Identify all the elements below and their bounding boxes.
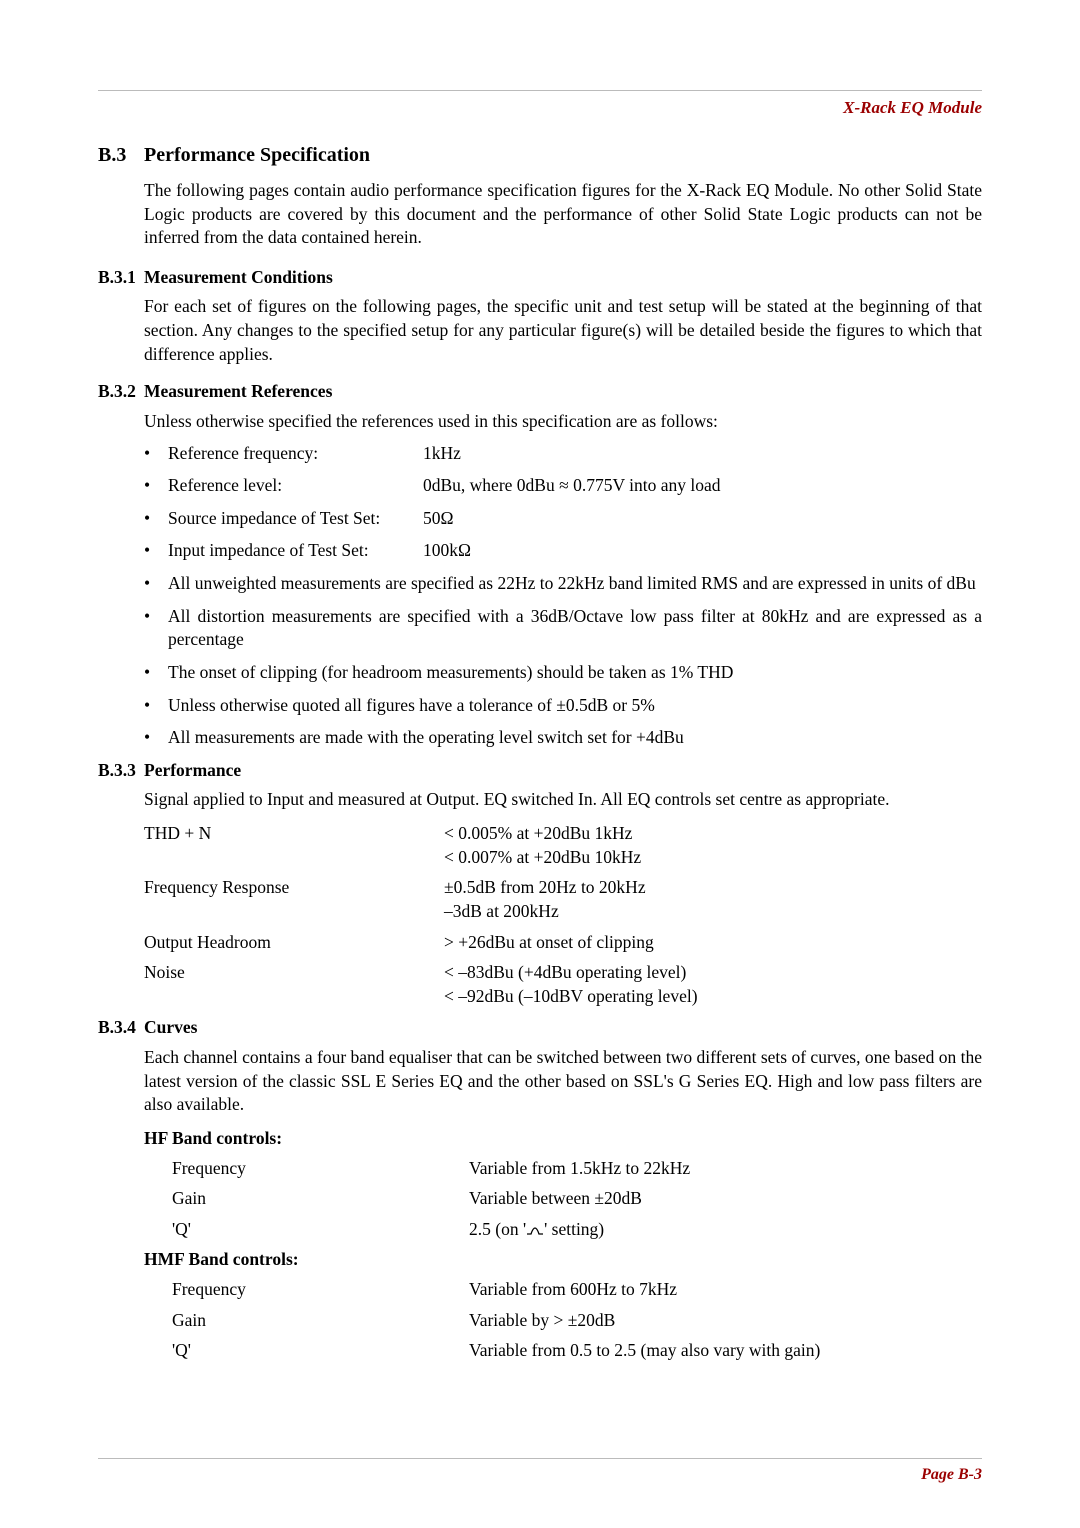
- spec-label: Frequency Response: [144, 876, 444, 923]
- band-title: HF Band controls:: [144, 1127, 982, 1151]
- spec-line: > +26dBu at onset of clipping: [444, 931, 982, 955]
- subsection-para: Each channel contains a four band equali…: [144, 1046, 982, 1117]
- spec-row: Output Headroom > +26dBu at onset of cli…: [144, 931, 982, 955]
- band-value: Variable from 1.5kHz to 22kHz: [469, 1157, 982, 1181]
- ref-label: Reference level:: [168, 474, 423, 498]
- band-label: 'Q': [172, 1339, 469, 1363]
- spec-line: –3dB at 200kHz: [444, 900, 982, 924]
- ref-label: Input impedance of Test Set:: [168, 539, 423, 563]
- spec-line: < 0.005% at +20dBu 1kHz: [444, 822, 982, 846]
- band-label: Frequency: [172, 1157, 469, 1181]
- ref-value: 50Ω: [423, 507, 454, 531]
- section-heading: B.3 Performance Specification: [98, 142, 982, 169]
- subsection-title: Curves: [144, 1016, 197, 1040]
- spec-label: Noise: [144, 961, 444, 1008]
- note-text: The onset of clipping (for headroom meas…: [168, 661, 733, 685]
- band-row: Gain Variable by > ±20dB: [172, 1309, 982, 1333]
- spec-value: < 0.005% at +20dBu 1kHz < 0.007% at +20d…: [444, 822, 982, 869]
- band-row: 'Q' Variable from 0.5 to 2.5 (may also v…: [172, 1339, 982, 1363]
- spec-line: < 0.007% at +20dBu 10kHz: [444, 846, 982, 870]
- band-value: 2.5 (on '' setting): [469, 1218, 982, 1242]
- spec-line: < –92dBu (–10dBV operating level): [444, 985, 982, 1009]
- band-value: Variable from 0.5 to 2.5 (may also vary …: [469, 1339, 982, 1363]
- ref-value: 1kHz: [423, 442, 461, 466]
- band-label: Frequency: [172, 1278, 469, 1302]
- band-value: Variable by > ±20dB: [469, 1309, 982, 1333]
- subsection-heading: B.3.1 Measurement Conditions: [98, 266, 982, 290]
- subsection-heading: B.3.3 Performance: [98, 759, 982, 783]
- list-item: Input impedance of Test Set:100kΩ: [144, 539, 982, 563]
- ref-label: Reference frequency:: [168, 442, 423, 466]
- subsection-number: B.3.3: [98, 759, 144, 783]
- note-text: Unless otherwise quoted all figures have…: [168, 694, 655, 718]
- spec-value: > +26dBu at onset of clipping: [444, 931, 982, 955]
- band-row: 'Q' 2.5 (on '' setting): [172, 1218, 982, 1242]
- bell-curve-icon: [526, 1224, 544, 1236]
- subsection-para: Unless otherwise specified the reference…: [144, 410, 982, 434]
- performance-specs: THD + N < 0.005% at +20dBu 1kHz < 0.007%…: [144, 822, 982, 1008]
- subsection-para: For each set of figures on the following…: [144, 295, 982, 366]
- spec-value: < –83dBu (+4dBu operating level) < –92dB…: [444, 961, 982, 1008]
- ref-label: Source impedance of Test Set:: [168, 507, 423, 531]
- note-text: All unweighted measurements are specifie…: [168, 572, 976, 596]
- list-item: Source impedance of Test Set:50Ω: [144, 507, 982, 531]
- ref-value: 100kΩ: [423, 539, 471, 563]
- header-title: X-Rack EQ Module: [98, 97, 982, 120]
- page-number: Page B-3: [98, 1464, 982, 1486]
- subsection-heading: B.3.2 Measurement References: [98, 380, 982, 404]
- spec-row: THD + N < 0.005% at +20dBu 1kHz < 0.007%…: [144, 822, 982, 869]
- reference-list: Reference frequency:1kHz Reference level…: [144, 442, 982, 750]
- subsection-title: Measurement Conditions: [144, 266, 333, 290]
- spec-value: ±0.5dB from 20Hz to 20kHz –3dB at 200kHz: [444, 876, 982, 923]
- band-row: Frequency Variable from 600Hz to 7kHz: [172, 1278, 982, 1302]
- footer-rule: [98, 1458, 982, 1459]
- list-item: All unweighted measurements are specifie…: [144, 572, 982, 596]
- subsection-number: B.3.2: [98, 380, 144, 404]
- band-row: Frequency Variable from 1.5kHz to 22kHz: [172, 1157, 982, 1181]
- spec-row: Frequency Response ±0.5dB from 20Hz to 2…: [144, 876, 982, 923]
- band-rows: Frequency Variable from 600Hz to 7kHz Ga…: [172, 1278, 982, 1363]
- subsection-number: B.3.4: [98, 1016, 144, 1040]
- band-label: 'Q': [172, 1218, 469, 1242]
- list-item: Reference frequency:1kHz: [144, 442, 982, 466]
- subsection-heading: B.3.4 Curves: [98, 1016, 982, 1040]
- note-text: All measurements are made with the opera…: [168, 726, 684, 750]
- list-item: All distortion measurements are specifie…: [144, 605, 982, 652]
- list-item: Unless otherwise quoted all figures have…: [144, 694, 982, 718]
- band-row: Gain Variable between ±20dB: [172, 1187, 982, 1211]
- section-title: Performance Specification: [144, 142, 370, 169]
- band-title: HMF Band controls:: [144, 1248, 982, 1272]
- section-number: B.3: [98, 142, 144, 169]
- list-item: All measurements are made with the opera…: [144, 726, 982, 750]
- band-value: Variable from 600Hz to 7kHz: [469, 1278, 982, 1302]
- band-label: Gain: [172, 1187, 469, 1211]
- ref-value: 0dBu, where 0dBu ≈ 0.775V into any load: [423, 474, 721, 498]
- spec-label: Output Headroom: [144, 931, 444, 955]
- band-value: Variable between ±20dB: [469, 1187, 982, 1211]
- subsection-number: B.3.1: [98, 266, 144, 290]
- list-item: Reference level:0dBu, where 0dBu ≈ 0.775…: [144, 474, 982, 498]
- subsection-para: Signal applied to Input and measured at …: [144, 788, 982, 812]
- spec-line: < –83dBu (+4dBu operating level): [444, 961, 982, 985]
- section-intro: The following pages contain audio perfor…: [144, 179, 982, 250]
- subsection-title: Measurement References: [144, 380, 332, 404]
- header-rule: [98, 90, 982, 91]
- spec-line: ±0.5dB from 20Hz to 20kHz: [444, 876, 982, 900]
- page-footer: Page B-3: [98, 1458, 982, 1486]
- band-label: Gain: [172, 1309, 469, 1333]
- subsection-title: Performance: [144, 759, 241, 783]
- spec-row: Noise < –83dBu (+4dBu operating level) <…: [144, 961, 982, 1008]
- note-text: All distortion measurements are specifie…: [168, 605, 982, 652]
- list-item: The onset of clipping (for headroom meas…: [144, 661, 982, 685]
- band-rows: Frequency Variable from 1.5kHz to 22kHz …: [172, 1157, 982, 1242]
- spec-label: THD + N: [144, 822, 444, 869]
